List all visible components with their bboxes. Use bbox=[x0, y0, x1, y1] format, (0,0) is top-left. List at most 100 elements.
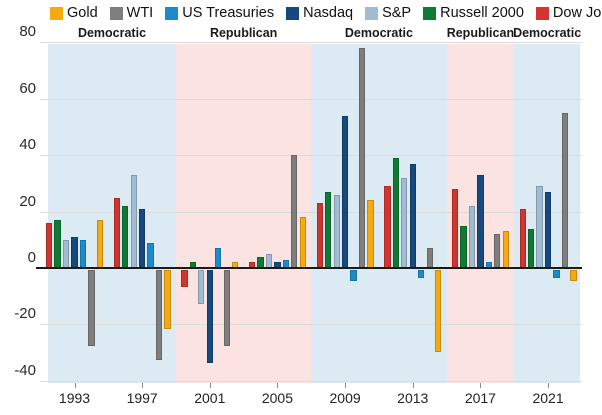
bar-gold-1997 bbox=[164, 270, 171, 330]
gridline-80 bbox=[40, 42, 582, 44]
bar-nasdaq-1997 bbox=[139, 208, 146, 268]
bar-wti-1997 bbox=[155, 270, 163, 361]
bar-gold-2021 bbox=[570, 270, 577, 282]
legend-label: WTI bbox=[126, 5, 154, 21]
bar-wti-2013 bbox=[426, 248, 433, 268]
x-tick-label: 2009 bbox=[329, 390, 361, 406]
bar-russell-2000-2009 bbox=[325, 191, 332, 268]
party-label: Democratic bbox=[77, 26, 147, 40]
x-axis-tick bbox=[480, 383, 482, 388]
y-tick-label: 60 bbox=[19, 79, 36, 97]
legend-label: Gold bbox=[67, 5, 98, 21]
bar-dow-jones-2017 bbox=[451, 189, 459, 268]
legend-swatch-icon bbox=[50, 6, 63, 20]
bar-russell-2000-1997 bbox=[122, 205, 129, 268]
bar-nasdaq-2009 bbox=[341, 115, 349, 268]
legend-item-nasdaq: Nasdaq bbox=[286, 5, 353, 21]
bar-nasdaq-2021 bbox=[544, 191, 552, 268]
bar-gold-2017 bbox=[502, 231, 509, 268]
legend-label: Dow Jones bbox=[552, 5, 602, 21]
bar-wti-2021 bbox=[561, 112, 569, 268]
bar-us-treasuries-2013 bbox=[418, 270, 425, 279]
x-tick-label: 2013 bbox=[397, 390, 429, 406]
chart-legend: Gold WTI US Treasuries Nasdaq S&P Russell 200… bbox=[50, 2, 602, 24]
legend-label: Nasdaq bbox=[303, 5, 354, 21]
legend-item-russell-2000: Russell 2000 bbox=[423, 5, 524, 21]
legend-item-us-treasuries: US Treasuries bbox=[165, 5, 274, 21]
bar-dow-jones-1993 bbox=[46, 222, 53, 268]
gridline-20 bbox=[40, 211, 582, 213]
bar-s-p-2009 bbox=[333, 194, 340, 268]
bar-s-p-2005 bbox=[265, 253, 273, 268]
bar-wti-2017 bbox=[494, 234, 501, 268]
bar-us-treasuries-2001 bbox=[215, 248, 222, 268]
x-tick-label: 2001 bbox=[194, 390, 226, 406]
bar-s-p-2017 bbox=[468, 205, 476, 268]
bar-russell-2000-1993 bbox=[54, 220, 61, 268]
gridline--20 bbox=[40, 324, 582, 326]
legend-swatch-icon bbox=[109, 6, 123, 20]
bar-us-treasuries-1997 bbox=[147, 242, 154, 268]
y-tick-label: -20 bbox=[14, 305, 36, 323]
party-label: Republican bbox=[446, 26, 515, 40]
bar-nasdaq-1993 bbox=[71, 236, 78, 268]
bar-nasdaq-2017 bbox=[477, 174, 484, 268]
x-axis-tick bbox=[209, 383, 211, 388]
legend-label: Russell 2000 bbox=[440, 5, 524, 21]
legend-swatch-icon bbox=[286, 6, 300, 20]
bar-wti-1993 bbox=[88, 270, 95, 347]
bar-dow-jones-2021 bbox=[519, 208, 526, 268]
party-label: Democratic bbox=[344, 26, 413, 40]
x-axis-tick bbox=[345, 383, 347, 388]
bar-s-p-1993 bbox=[62, 239, 70, 268]
x-tick-label: 1993 bbox=[58, 390, 91, 406]
bar-dow-jones-2009 bbox=[316, 203, 323, 268]
x-axis-tick bbox=[142, 383, 144, 388]
x-tick-label: 1997 bbox=[126, 390, 158, 406]
party-band-republican bbox=[175, 44, 312, 383]
party-label: Democratic bbox=[513, 26, 582, 40]
x-axis-tick bbox=[277, 383, 279, 388]
bar-dow-jones-1997 bbox=[113, 197, 120, 268]
bar-s-p-2001 bbox=[198, 270, 205, 304]
party-band-democratic bbox=[48, 44, 176, 383]
bar-dow-jones-2013 bbox=[384, 186, 391, 268]
legend-swatch-icon bbox=[423, 6, 437, 20]
legend-label: US Treasuries bbox=[182, 5, 275, 21]
y-tick-label: 80 bbox=[19, 23, 36, 41]
gridline-40 bbox=[40, 155, 582, 157]
bar-wti-2009 bbox=[358, 48, 366, 268]
bar-us-treasuries-2021 bbox=[553, 270, 560, 279]
x-axis-tick bbox=[74, 383, 76, 388]
legend-item-wti: WTI bbox=[109, 5, 154, 21]
gridline-60 bbox=[40, 98, 582, 100]
legend-item-s-p: S&P bbox=[365, 5, 411, 21]
y-tick-label: 20 bbox=[19, 192, 36, 210]
bar-gold-2009 bbox=[367, 200, 374, 268]
bar-gold-2005 bbox=[299, 217, 306, 268]
party-label: Republican bbox=[209, 26, 278, 40]
bar-gold-2013 bbox=[434, 270, 442, 352]
legend-item-dow-jones: Dow Jones bbox=[535, 5, 602, 21]
bar-gold-1993 bbox=[96, 220, 103, 268]
legend-label: S&P bbox=[382, 5, 412, 21]
legend-item-gold: Gold bbox=[50, 5, 98, 21]
y-tick-label: 40 bbox=[19, 136, 36, 154]
bar-russell-2000-2021 bbox=[528, 228, 535, 268]
bar-wti-2005 bbox=[291, 155, 298, 268]
bar-wti-2001 bbox=[223, 270, 230, 347]
x-tick-label: 2005 bbox=[261, 390, 294, 406]
party-band-democratic bbox=[311, 44, 447, 383]
bar-us-treasuries-1993 bbox=[79, 239, 87, 268]
bar-russell-2000-2013 bbox=[392, 158, 399, 268]
gridline--40 bbox=[40, 380, 582, 382]
bar-s-p-2013 bbox=[401, 177, 408, 268]
y-tick-label: -40 bbox=[14, 361, 36, 379]
x-axis-tick bbox=[412, 383, 414, 388]
bar-us-treasuries-2009 bbox=[350, 270, 357, 282]
y-tick-label: 0 bbox=[27, 249, 36, 266]
zero-axis-line bbox=[36, 267, 582, 269]
bar-dow-jones-2001 bbox=[181, 270, 188, 287]
bar-s-p-2021 bbox=[536, 186, 543, 268]
